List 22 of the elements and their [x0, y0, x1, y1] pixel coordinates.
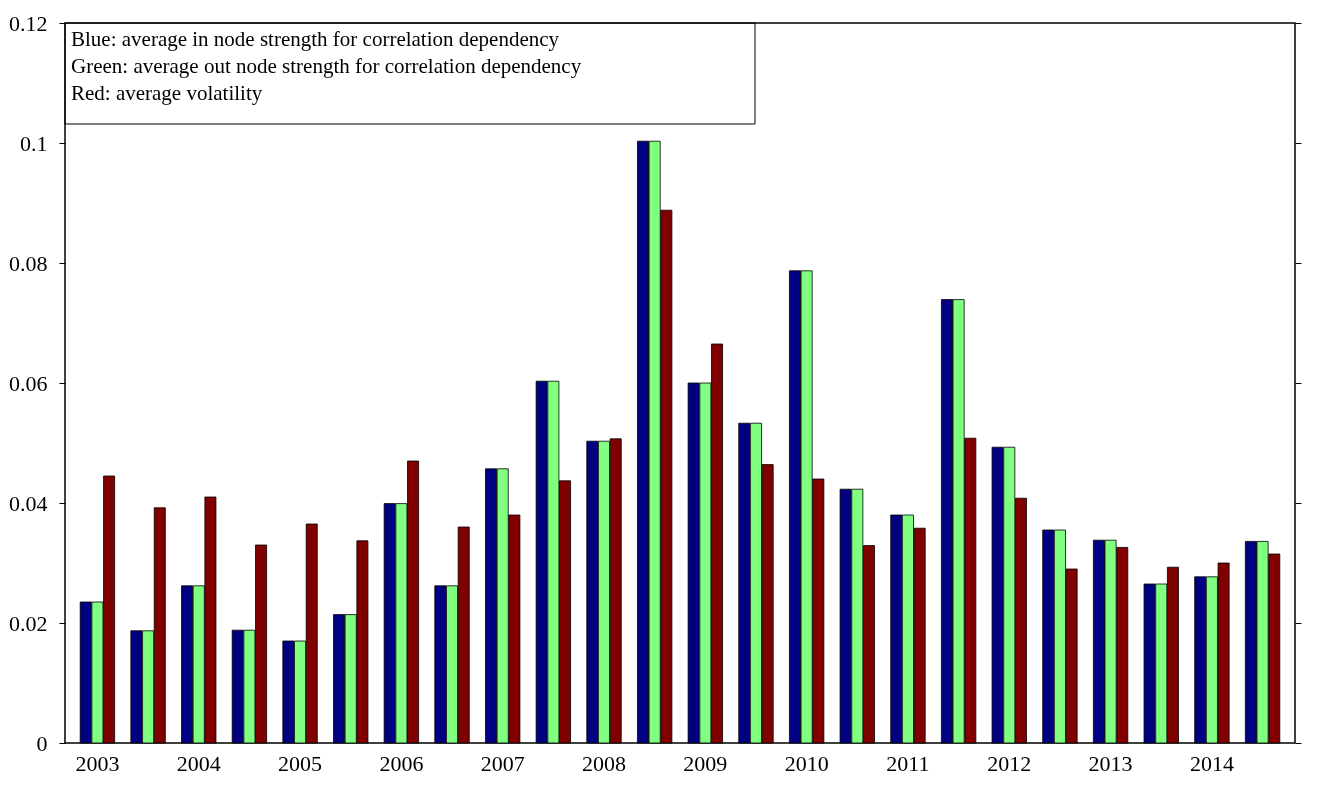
x-tick-label: 2004 [176, 750, 221, 776]
y-tick-label: 0.04 [9, 490, 48, 516]
annotation: Green: average out node strength for correlation dependency [71, 54, 582, 78]
x-tick-label: 2013 [1088, 750, 1133, 776]
y-tick-label: 0.12 [9, 10, 48, 36]
x-tick-label: 2011 [886, 750, 930, 776]
y-tick-label: 0 [36, 730, 48, 756]
x-tick-label: 2010 [784, 750, 829, 776]
y-tick-label: 0.08 [9, 250, 48, 276]
y-tick-label: 0.1 [20, 130, 48, 156]
x-tick-label: 2003 [75, 750, 120, 776]
x-tick-label: 2012 [987, 750, 1032, 776]
x-tick-label: 2006 [379, 750, 424, 776]
annotation: Blue: average in node strength for correlation dependency [71, 27, 560, 51]
y-tick-label: 0.02 [9, 610, 48, 636]
x-tick-label: 2009 [683, 750, 728, 776]
x-tick-label: 2014 [1189, 750, 1234, 776]
x-tick-label: 2007 [480, 750, 525, 776]
x-tick-label: 2008 [582, 750, 627, 776]
y-tick-label: 0.06 [9, 370, 48, 396]
annotation: Red: average volatility [71, 81, 263, 105]
x-tick-label: 2005 [278, 750, 323, 776]
